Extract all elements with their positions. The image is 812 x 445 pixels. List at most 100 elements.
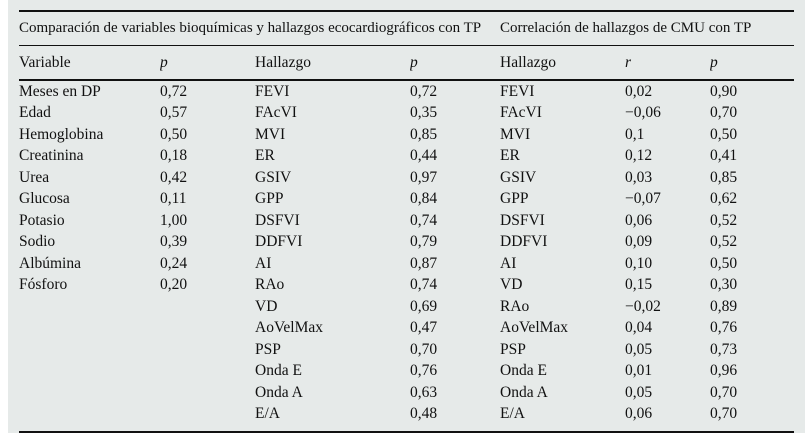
cell-cmu-hallazgo: Onda E bbox=[500, 362, 547, 380]
table-row: Sodio 0,39 DDFVI 0,79 DDFVI 0,09 0,52 bbox=[19, 232, 794, 254]
cell-variable: Sodio bbox=[19, 233, 56, 251]
table-row: VD 0,69 RAo −0,02 0,89 bbox=[19, 296, 794, 318]
cell-eco-p: 0,97 bbox=[410, 168, 438, 186]
cell-bioquimica-p bbox=[160, 339, 255, 361]
cell-cmu-p: 0,50 bbox=[710, 254, 738, 272]
cell-cmu-r: 0,02 bbox=[625, 82, 653, 100]
group-header-bioquimicas-eco: Comparación de variables bioquímicas y h… bbox=[19, 12, 501, 46]
cell-cmu-p: 0,41 bbox=[710, 147, 738, 165]
cell-eco-p: 0,44 bbox=[410, 147, 438, 165]
cell-variable: Glucosa bbox=[19, 190, 70, 208]
cell-cmu-hallazgo: E/A bbox=[500, 405, 525, 423]
column-header-hallazgo1: Hallazgo bbox=[255, 45, 410, 81]
cell-cmu-r: 0,1 bbox=[625, 125, 645, 143]
table-row: PSP 0,70 PSP 0,05 0,73 bbox=[19, 339, 794, 361]
cell-variable: Urea bbox=[19, 168, 50, 186]
cell-cmu-hallazgo: PSP bbox=[500, 340, 526, 358]
table-row: Onda E 0,76 Onda E 0,01 0,96 bbox=[19, 361, 794, 383]
cell-eco-p: 0,76 bbox=[410, 362, 438, 380]
cell-cmu-hallazgo: DSFVI bbox=[500, 211, 545, 229]
cell-eco-p: 0,79 bbox=[410, 233, 438, 251]
cell-eco-hallazgo: E/A bbox=[255, 405, 280, 423]
cell-bioquimica-p bbox=[160, 404, 255, 426]
cell-cmu-p: 0,30 bbox=[710, 276, 738, 294]
table-row: E/A 0,48 E/A 0,06 0,70 bbox=[19, 404, 794, 426]
cell-cmu-r: −0,06 bbox=[625, 104, 661, 122]
cell-eco-hallazgo: FEVI bbox=[255, 82, 290, 100]
cell-cmu-p: 0,50 bbox=[710, 125, 738, 143]
table-container: Comparación de variables bioquímicas y h… bbox=[19, 10, 795, 433]
cell-eco-hallazgo: PSP bbox=[255, 340, 281, 358]
cell-bioquimica-p: 0,57 bbox=[160, 104, 188, 122]
table-row: Hemoglobina 0,50 MVI 0,85 MVI 0,1 0,50 bbox=[19, 124, 794, 146]
cell-eco-p: 0,84 bbox=[410, 190, 438, 208]
cell-cmu-p: 0,52 bbox=[710, 211, 738, 229]
cell-cmu-p: 0,90 bbox=[710, 82, 738, 100]
cell-variable: Edad bbox=[19, 104, 51, 122]
cell-eco-p: 0,74 bbox=[410, 276, 438, 294]
cell-cmu-hallazgo: Onda A bbox=[500, 383, 548, 401]
cell-variable: Creatinina bbox=[19, 147, 84, 165]
cell-bioquimica-p: 0,18 bbox=[160, 147, 188, 165]
cell-cmu-r: 0,05 bbox=[625, 340, 653, 358]
cell-variable: Potasio bbox=[19, 211, 65, 229]
cell-cmu-hallazgo: AI bbox=[500, 254, 517, 272]
table-row: Edad 0,57 FAcVI 0,35 FAcVI −0,06 0,70 bbox=[19, 103, 794, 125]
cell-cmu-r: 0,12 bbox=[625, 147, 653, 165]
cell-cmu-hallazgo: MVI bbox=[500, 125, 531, 143]
cell-eco-p: 0,69 bbox=[410, 297, 438, 315]
cell-cmu-r: −0,02 bbox=[625, 297, 661, 315]
column-header-hallazgo2: Hallazgo bbox=[500, 45, 626, 81]
cell-cmu-r: 0,05 bbox=[625, 383, 653, 401]
cell-variable: Hemoglobina bbox=[19, 125, 104, 143]
cell-bioquimica-p bbox=[160, 382, 255, 404]
table-row: Glucosa 0,11 GPP 0,84 GPP −0,07 0,62 bbox=[19, 189, 794, 211]
cell-bioquimica-p bbox=[160, 318, 255, 340]
cell-cmu-p: 0,70 bbox=[710, 383, 738, 401]
cell-eco-hallazgo: GPP bbox=[255, 190, 284, 208]
table-body: Meses en DP 0,72 FEVI 0,72 FEVI 0,02 0,90 Edad 0… bbox=[19, 80, 794, 425]
table-row: Meses en DP 0,72 FEVI 0,72 FEVI 0,02 0,90 bbox=[19, 80, 794, 103]
cell-eco-p: 0,85 bbox=[410, 125, 438, 143]
cell-eco-hallazgo: MVI bbox=[255, 125, 286, 143]
cell-eco-hallazgo: AI bbox=[255, 254, 272, 272]
cell-bioquimica-p bbox=[160, 361, 255, 383]
column-header-variable: Variable bbox=[19, 45, 160, 81]
cell-variable bbox=[19, 318, 160, 340]
cell-cmu-r: 0,01 bbox=[625, 362, 653, 380]
cell-bioquimica-p: 0,24 bbox=[160, 254, 188, 272]
cell-cmu-r: 0,09 bbox=[625, 233, 653, 251]
cell-cmu-hallazgo: ER bbox=[500, 147, 520, 165]
cell-cmu-p: 0,96 bbox=[710, 362, 738, 380]
column-header-r: r bbox=[625, 45, 711, 81]
cell-eco-p: 0,35 bbox=[410, 104, 438, 122]
cell-eco-hallazgo: DDFVI bbox=[255, 233, 303, 251]
cell-eco-hallazgo: ER bbox=[255, 147, 275, 165]
cell-cmu-hallazgo: DDFVI bbox=[500, 233, 548, 251]
column-header-p2: p bbox=[410, 45, 501, 81]
cell-cmu-p: 0,52 bbox=[710, 233, 738, 251]
cell-bioquimica-p: 0,39 bbox=[160, 233, 188, 251]
cell-eco-p: 0,63 bbox=[410, 383, 438, 401]
cell-cmu-r: 0,03 bbox=[625, 168, 653, 186]
cell-eco-hallazgo: Onda A bbox=[255, 383, 303, 401]
cell-cmu-p: 0,76 bbox=[710, 319, 738, 337]
cell-eco-hallazgo: RAo bbox=[255, 276, 285, 294]
cell-bioquimica-p: 0,20 bbox=[160, 276, 188, 294]
cell-cmu-p: 0,89 bbox=[710, 297, 738, 315]
cell-cmu-r: 0,06 bbox=[625, 405, 653, 423]
cell-cmu-hallazgo: FAcVI bbox=[500, 104, 542, 122]
table-row: Onda A 0,63 Onda A 0,05 0,70 bbox=[19, 382, 794, 404]
cell-bioquimica-p: 0,50 bbox=[160, 125, 188, 143]
cell-cmu-hallazgo: RAo bbox=[500, 297, 530, 315]
cell-variable: Fósforo bbox=[19, 276, 68, 294]
table-row: Fósforo 0,20 RAo 0,74 VD 0,15 0,30 bbox=[19, 275, 794, 297]
cell-eco-hallazgo: AoVelMax bbox=[255, 319, 324, 337]
table-row: Creatinina 0,18 ER 0,44 ER 0,12 0,41 bbox=[19, 146, 794, 168]
cell-bioquimica-p: 0,42 bbox=[160, 168, 188, 186]
cell-variable: Albúmina bbox=[19, 254, 81, 272]
comparison-table-panel: Comparación de variables bioquímicas y h… bbox=[8, 0, 805, 433]
cell-cmu-p: 0,62 bbox=[710, 190, 738, 208]
cell-eco-p: 0,47 bbox=[410, 319, 438, 337]
cell-variable bbox=[19, 339, 160, 361]
